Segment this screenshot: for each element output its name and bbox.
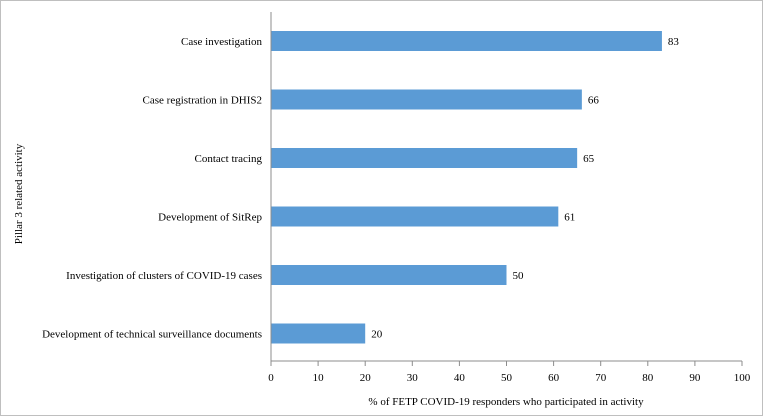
- x-tick-label: 0: [268, 372, 274, 384]
- category-label: Investigation of clusters of COVID-19 ca…: [66, 270, 262, 282]
- x-tick-label: 50: [501, 372, 513, 384]
- x-tick-label: 60: [548, 372, 560, 384]
- category-label: Development of technical surveillance do…: [42, 329, 262, 341]
- bar: [271, 89, 582, 110]
- x-tick-label: 90: [689, 372, 701, 384]
- x-tick-label: 70: [595, 372, 607, 384]
- category-label: Case registration in DHIS2: [143, 95, 262, 107]
- x-axis-title: % of FETP COVID-19 responders who partic…: [368, 396, 644, 408]
- x-tick-label: 80: [642, 372, 654, 384]
- x-tick-label: 20: [360, 372, 372, 384]
- bar: [271, 206, 559, 227]
- data-label: 83: [668, 36, 680, 48]
- bar: [271, 31, 662, 51]
- data-label: 61: [564, 212, 575, 224]
- data-label: 66: [588, 95, 600, 107]
- category-label: Case investigation: [181, 36, 262, 48]
- data-label: 65: [583, 153, 595, 165]
- x-axis: 0 10 20 30 40 50 60 70 80 90 100: [268, 12, 751, 384]
- bars-layer: [271, 31, 662, 344]
- category-labels: Case investigation Case registration in D…: [42, 36, 262, 341]
- data-label: 50: [513, 270, 525, 282]
- x-tick-label: 30: [407, 372, 419, 384]
- x-tick-label: 100: [734, 372, 751, 384]
- y-axis-title: Pillar 3 related activity: [13, 143, 25, 244]
- category-label: Contact tracing: [194, 153, 262, 165]
- bar: [271, 265, 507, 285]
- bar: [271, 148, 578, 168]
- x-tick-label: 40: [454, 372, 466, 384]
- category-label: Development of SitRep: [158, 212, 262, 224]
- data-label: 20: [371, 329, 383, 341]
- value-labels: 83 66 65 61 50 20: [371, 36, 679, 341]
- bar: [271, 323, 366, 344]
- x-tick-label: 10: [313, 372, 325, 384]
